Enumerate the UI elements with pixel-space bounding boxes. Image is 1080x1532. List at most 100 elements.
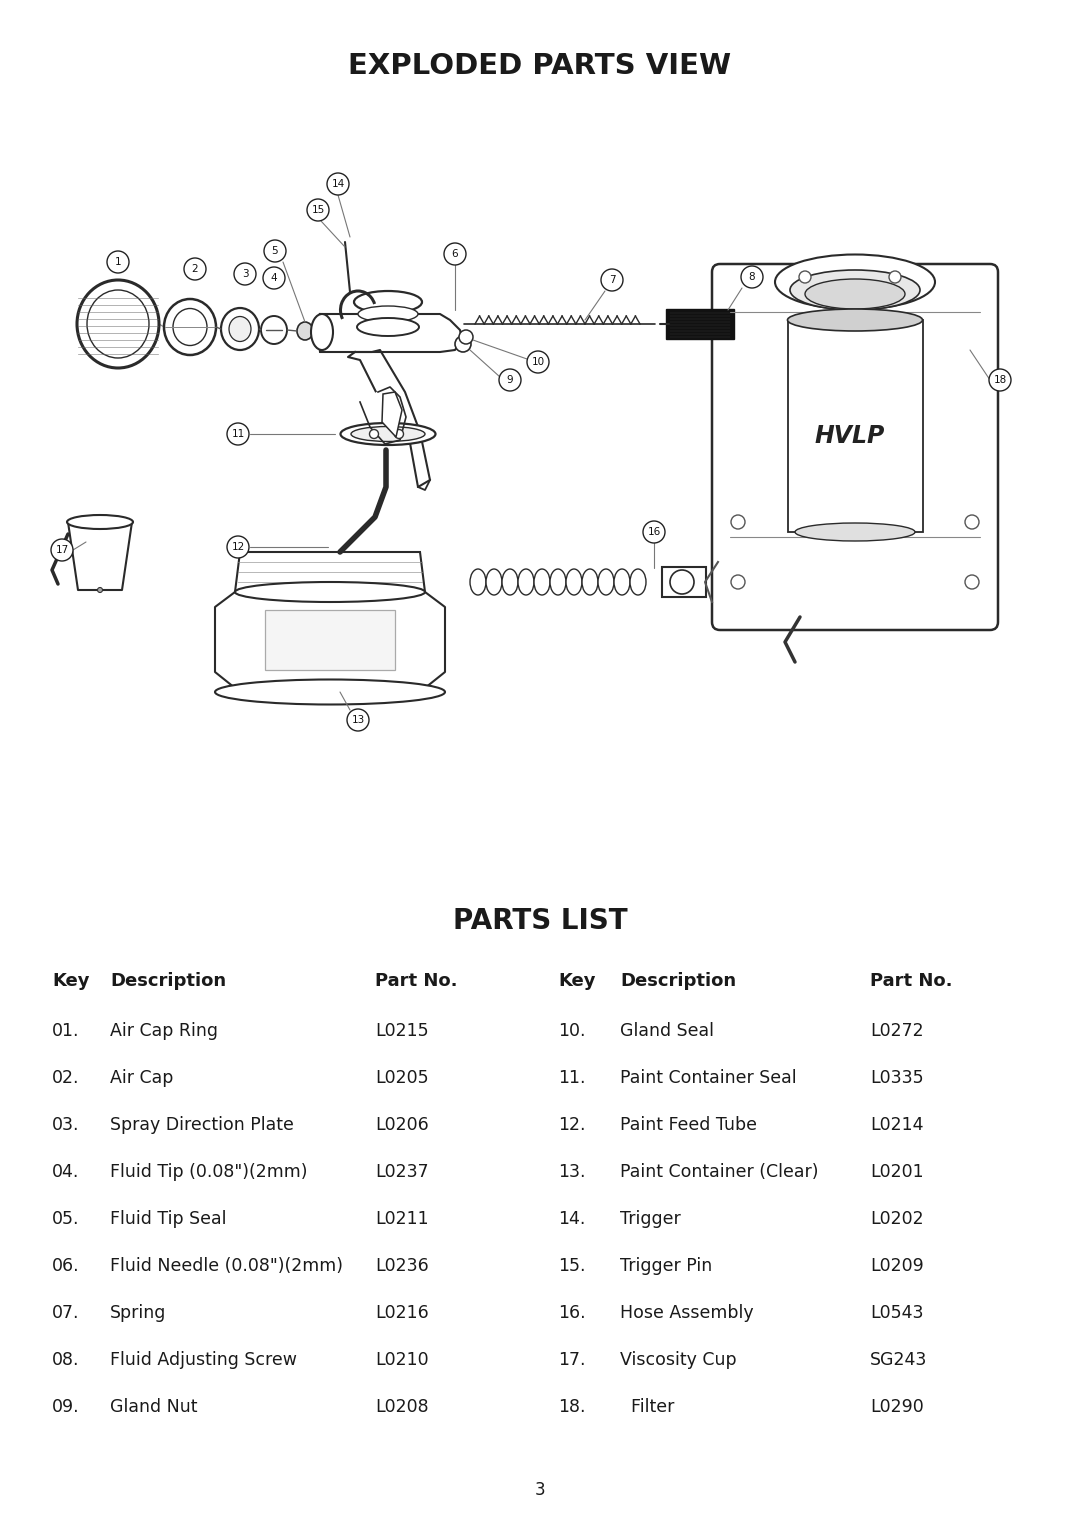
Ellipse shape xyxy=(502,568,518,594)
Text: Filter: Filter xyxy=(620,1399,674,1416)
Text: 8: 8 xyxy=(748,273,755,282)
Bar xyxy=(787,320,922,532)
Text: L0215: L0215 xyxy=(375,1022,429,1040)
Text: Fluid Tip (0.08")(2mm): Fluid Tip (0.08")(2mm) xyxy=(110,1163,308,1181)
Ellipse shape xyxy=(731,574,745,588)
Text: 17.: 17. xyxy=(558,1351,585,1370)
Text: Gland Seal: Gland Seal xyxy=(620,1022,714,1040)
Text: 01.: 01. xyxy=(52,1022,80,1040)
Text: Fluid Tip Seal: Fluid Tip Seal xyxy=(110,1210,227,1229)
Circle shape xyxy=(227,423,249,444)
Ellipse shape xyxy=(77,280,159,368)
Bar xyxy=(265,610,395,669)
FancyBboxPatch shape xyxy=(712,264,998,630)
Text: L0211: L0211 xyxy=(375,1210,429,1229)
Text: L0236: L0236 xyxy=(375,1256,429,1275)
Text: 18: 18 xyxy=(994,375,1007,385)
Ellipse shape xyxy=(731,515,745,529)
Text: 15: 15 xyxy=(311,205,325,214)
Text: Spray Direction Plate: Spray Direction Plate xyxy=(110,1115,294,1134)
Circle shape xyxy=(264,267,285,290)
Text: 14: 14 xyxy=(332,179,345,188)
Bar xyxy=(662,567,706,597)
Text: L0290: L0290 xyxy=(870,1399,923,1416)
Text: 15.: 15. xyxy=(558,1256,585,1275)
Ellipse shape xyxy=(173,308,207,346)
Bar xyxy=(666,309,734,339)
Text: L0202: L0202 xyxy=(870,1210,923,1229)
Text: 09.: 09. xyxy=(52,1399,80,1416)
Ellipse shape xyxy=(229,317,251,342)
Ellipse shape xyxy=(357,319,419,336)
Polygon shape xyxy=(68,522,132,590)
Ellipse shape xyxy=(67,515,133,529)
Text: 3: 3 xyxy=(535,1481,545,1498)
Text: 2: 2 xyxy=(191,264,199,274)
Text: L0201: L0201 xyxy=(870,1163,923,1181)
Circle shape xyxy=(264,241,286,262)
Text: SG243: SG243 xyxy=(870,1351,928,1370)
Ellipse shape xyxy=(215,680,445,705)
Ellipse shape xyxy=(534,568,550,594)
Circle shape xyxy=(307,199,329,221)
Ellipse shape xyxy=(805,279,905,309)
Ellipse shape xyxy=(164,299,216,355)
Text: 10.: 10. xyxy=(558,1022,585,1040)
Text: Spring: Spring xyxy=(110,1304,166,1322)
Ellipse shape xyxy=(789,270,920,309)
Text: 4: 4 xyxy=(271,273,278,283)
Circle shape xyxy=(527,351,549,372)
Polygon shape xyxy=(382,392,402,437)
Ellipse shape xyxy=(799,271,811,283)
Text: L0210: L0210 xyxy=(375,1351,429,1370)
Polygon shape xyxy=(320,314,462,352)
Circle shape xyxy=(347,709,369,731)
Text: Description: Description xyxy=(620,971,737,990)
Text: 9: 9 xyxy=(507,375,513,385)
Text: 17: 17 xyxy=(55,545,69,555)
Ellipse shape xyxy=(795,522,915,541)
Polygon shape xyxy=(215,591,445,692)
Text: L0272: L0272 xyxy=(870,1022,923,1040)
Ellipse shape xyxy=(221,308,259,349)
Text: 11: 11 xyxy=(231,429,245,440)
Ellipse shape xyxy=(550,568,566,594)
Circle shape xyxy=(741,267,762,288)
Ellipse shape xyxy=(889,271,901,283)
Text: 10: 10 xyxy=(531,357,544,368)
Text: Description: Description xyxy=(110,971,226,990)
Circle shape xyxy=(327,173,349,195)
Ellipse shape xyxy=(615,568,630,594)
Ellipse shape xyxy=(369,429,378,438)
Circle shape xyxy=(444,244,465,265)
Ellipse shape xyxy=(297,322,313,340)
Text: 5: 5 xyxy=(272,247,279,256)
Circle shape xyxy=(499,369,521,391)
Text: 13: 13 xyxy=(351,715,365,725)
Text: 12.: 12. xyxy=(558,1115,585,1134)
Circle shape xyxy=(234,264,256,285)
Circle shape xyxy=(227,536,249,558)
Ellipse shape xyxy=(459,329,473,345)
Ellipse shape xyxy=(670,570,694,594)
Ellipse shape xyxy=(97,587,103,593)
Ellipse shape xyxy=(598,568,615,594)
Text: 03.: 03. xyxy=(52,1115,80,1134)
Ellipse shape xyxy=(630,568,646,594)
Ellipse shape xyxy=(311,314,333,349)
Text: L0209: L0209 xyxy=(870,1256,923,1275)
Text: 16.: 16. xyxy=(558,1304,585,1322)
Text: 16: 16 xyxy=(647,527,661,538)
Text: 14.: 14. xyxy=(558,1210,585,1229)
Text: 11.: 11. xyxy=(558,1069,585,1088)
Ellipse shape xyxy=(357,306,418,322)
Text: L0206: L0206 xyxy=(375,1115,429,1134)
Text: PARTS LIST: PARTS LIST xyxy=(453,907,627,935)
Text: 07.: 07. xyxy=(52,1304,80,1322)
Text: Viscosity Cup: Viscosity Cup xyxy=(620,1351,737,1370)
Circle shape xyxy=(107,251,129,273)
Text: L0335: L0335 xyxy=(870,1069,923,1088)
Ellipse shape xyxy=(566,568,582,594)
Ellipse shape xyxy=(354,291,422,313)
Ellipse shape xyxy=(775,254,935,309)
